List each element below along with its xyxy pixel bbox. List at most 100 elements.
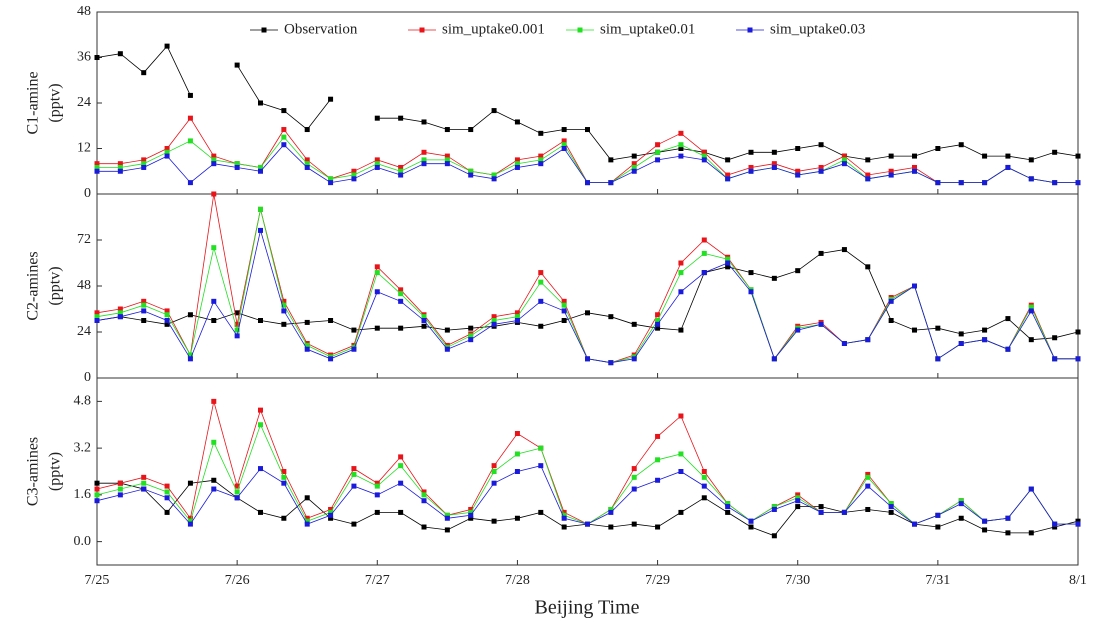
data-point [958, 501, 964, 507]
data-point [444, 512, 450, 518]
data-point [211, 486, 217, 492]
data-point [421, 489, 427, 495]
data-point [234, 310, 240, 316]
y-tick-label: 48 [77, 278, 91, 293]
data-point [468, 333, 474, 339]
y-axis-label: C2-amines [25, 251, 42, 320]
data-point [164, 318, 170, 323]
data-point [304, 495, 310, 501]
data-point [258, 206, 263, 212]
data-point [211, 398, 217, 404]
data-point [94, 318, 100, 323]
series-line [96, 45, 1079, 161]
data-point [421, 161, 427, 167]
y-axis-label: (pptv) [47, 266, 64, 305]
data-point [678, 270, 684, 276]
data-point [701, 149, 707, 155]
data-point [841, 341, 847, 346]
y-tick-label: 24 [77, 324, 91, 339]
data-point [374, 483, 380, 489]
data-point [374, 325, 380, 331]
data-point [701, 270, 707, 276]
data-point [888, 172, 894, 178]
data-point [538, 279, 544, 285]
data-point [841, 247, 847, 253]
data-point [117, 310, 123, 316]
data-point [538, 157, 544, 163]
data-point [491, 318, 497, 323]
data-point [468, 337, 474, 343]
data-point [328, 96, 334, 102]
data-point [1028, 486, 1034, 492]
data-point [187, 138, 193, 144]
data-point [655, 312, 661, 318]
data-point [678, 469, 684, 474]
data-point [701, 474, 707, 480]
data-point [982, 337, 988, 343]
data-point [374, 161, 380, 167]
data-point [117, 161, 123, 167]
legend-label: sim_uptake0.03 [770, 21, 865, 37]
data-point [258, 422, 263, 428]
data-point [141, 164, 147, 170]
data-point [141, 474, 147, 480]
data-point [608, 509, 614, 515]
data-point [865, 337, 871, 343]
data-point [514, 157, 520, 163]
data-point [935, 356, 941, 362]
x-axis-label: Beijing Time [534, 597, 639, 619]
data-point [888, 153, 894, 159]
data-point [655, 524, 661, 530]
data-point [94, 168, 100, 174]
data-point [818, 250, 824, 256]
data-point [748, 270, 754, 276]
data-point [538, 153, 544, 159]
data-point [958, 515, 964, 521]
data-point [398, 164, 404, 170]
data-point [421, 498, 427, 504]
data-point [865, 172, 871, 178]
data-point [1052, 521, 1058, 527]
data-point [935, 524, 941, 530]
data-point [351, 471, 357, 477]
legend-label: Observation [284, 21, 358, 37]
data-point [982, 527, 988, 533]
y-tick-label: 0 [84, 186, 91, 201]
data-point [398, 480, 404, 486]
data-point [281, 302, 287, 308]
y-axis-label: C3-amines [25, 437, 42, 506]
data-point [1028, 337, 1034, 343]
data-point [538, 130, 544, 136]
data-point [678, 289, 684, 295]
data-point [958, 331, 964, 337]
data-point [1052, 149, 1058, 155]
data-point [117, 306, 123, 312]
data-point [258, 100, 263, 106]
data-point [631, 474, 637, 480]
data-point [258, 168, 263, 174]
data-point [912, 164, 917, 170]
data-point [328, 176, 334, 182]
data-point [281, 474, 287, 480]
data-point [865, 157, 871, 163]
data-point [608, 506, 614, 512]
x-tick-label: 7/26 [225, 573, 250, 588]
data-point [725, 176, 731, 182]
data-point [748, 524, 754, 530]
data-point [795, 504, 801, 510]
data-point [912, 168, 917, 174]
data-point [1075, 153, 1081, 159]
data-point [1005, 346, 1011, 352]
data-point [187, 352, 193, 358]
data-point [561, 515, 567, 521]
data-point [1028, 304, 1034, 310]
data-point [281, 321, 287, 327]
data-point [725, 501, 731, 507]
y-tick-label: 3.2 [74, 440, 92, 455]
data-point [1028, 530, 1034, 536]
data-point [304, 515, 310, 521]
data-point [538, 161, 544, 167]
data-point [701, 495, 707, 501]
data-point [865, 264, 871, 270]
data-point [865, 474, 871, 480]
